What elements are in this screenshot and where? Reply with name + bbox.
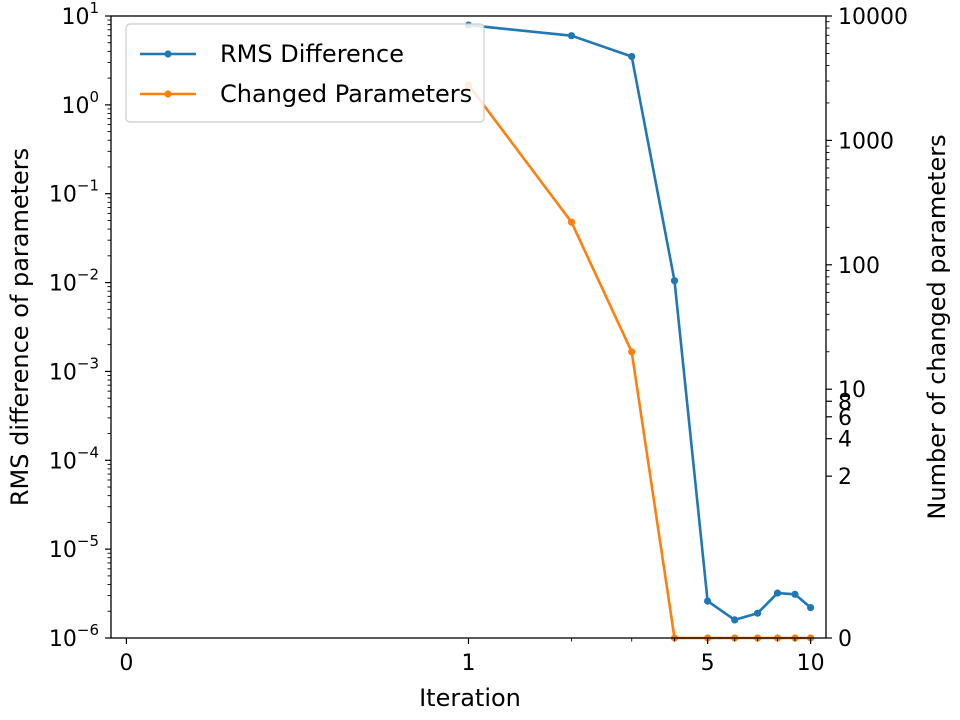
y-right-axis-label: Number of changed parameters (923, 134, 951, 519)
legend-marker (164, 50, 172, 58)
y-left-tick-label: 10−2 (49, 266, 99, 297)
x-tick-label: 1 (462, 651, 476, 676)
legend-marker (164, 90, 172, 98)
y-left-tick-label: 10−4 (49, 443, 99, 474)
y-left-tick-label: 10−3 (49, 354, 99, 385)
legend-box (125, 23, 485, 123)
data-point (754, 609, 762, 617)
x-tick-label: 0 (119, 651, 133, 676)
y-left-tick-label: 100 (61, 88, 99, 119)
axes-layer: 0 1 5 10 101 100 10−1 10−2 10−3 10−4 10−5 10−6 0 2 468… (49, 0, 908, 676)
data-point (670, 277, 679, 285)
data-point (773, 589, 782, 597)
y-left-tick-label: 10−1 (49, 177, 99, 208)
y-right-tick-label: 100 (838, 254, 880, 279)
data-point (704, 597, 712, 605)
series-line (468, 23, 812, 622)
data-point (567, 32, 576, 40)
legend-entry: Changed Parameters (140, 80, 472, 108)
x-tick-label: 10 (797, 651, 825, 676)
data-point (791, 590, 799, 598)
data-point (567, 218, 576, 226)
y-right-tick-label: 4 (838, 428, 852, 453)
y-right-tick-label: 8 (838, 390, 852, 415)
y-right-tick-label: 0 (838, 627, 852, 652)
y-right-tick-label: 1000 (838, 129, 894, 154)
legend-entry: RMS Difference (140, 40, 404, 68)
data-point (628, 348, 636, 356)
y-right-tick-label: 6 (838, 406, 852, 431)
data-point (731, 616, 739, 624)
y-left-tick-label: 101 (61, 0, 99, 30)
y-left-tick-label: 10−5 (49, 532, 99, 563)
x-tick-label: 5 (701, 651, 715, 676)
y-left-axis-label: RMS difference of parameters (6, 148, 34, 506)
legend-label: Changed Parameters (220, 80, 472, 108)
legend-label: RMS Difference (220, 40, 404, 68)
y-right-tick-label: 10000 (838, 5, 908, 30)
legend: RMS Difference Changed Parameters (125, 23, 485, 123)
y-right-tick-label: 2 (838, 465, 852, 490)
y-right-tick-label: 10 (838, 378, 866, 403)
data-point (807, 604, 815, 612)
y-left-tick-label: 10−6 (49, 621, 99, 652)
x-axis-label: Iteration (419, 684, 521, 712)
data-point (628, 52, 636, 61)
